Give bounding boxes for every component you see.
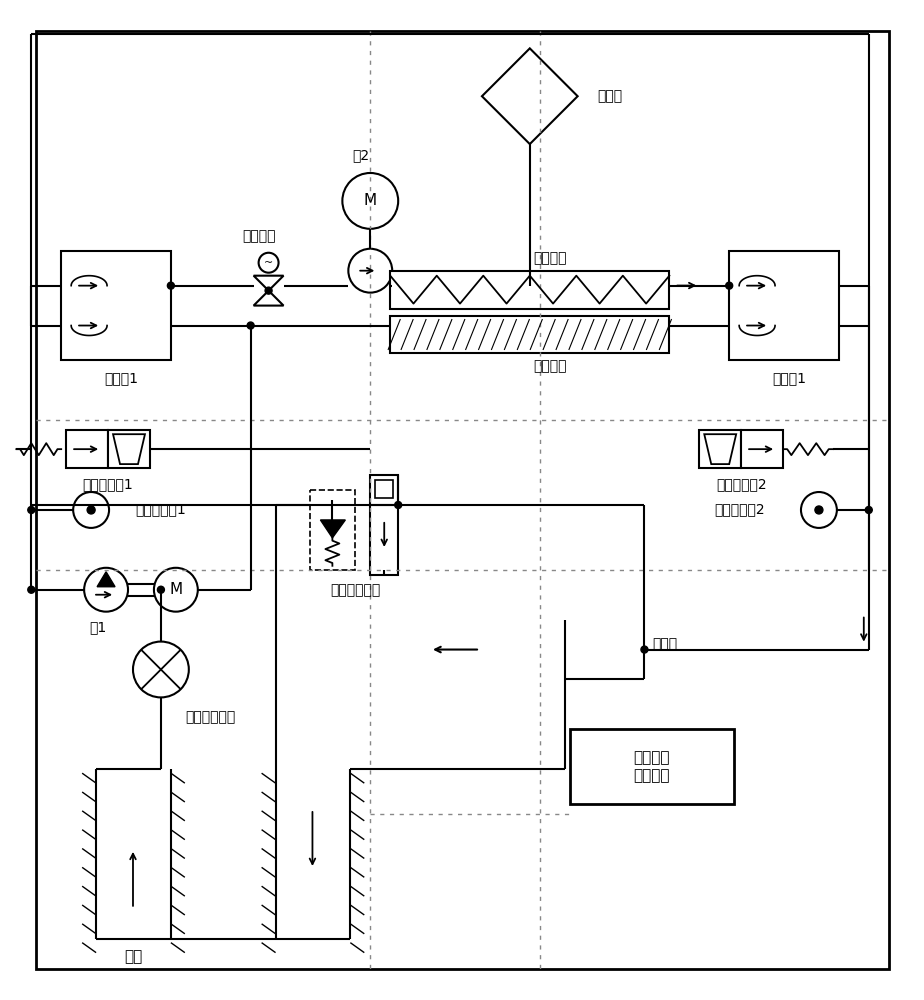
Text: 电磁换向阀2: 电磁换向阀2 xyxy=(716,477,767,491)
Text: 电动闸阀: 电动闸阀 xyxy=(242,229,275,243)
Bar xyxy=(699,430,741,468)
Circle shape xyxy=(133,642,188,697)
Text: 加热器: 加热器 xyxy=(597,89,622,103)
Text: 泵1: 泵1 xyxy=(90,621,107,635)
Text: 保温管道: 保温管道 xyxy=(533,359,566,373)
Text: 安全泄流装置: 安全泄流装置 xyxy=(330,583,381,597)
Bar xyxy=(375,480,394,498)
Circle shape xyxy=(154,568,198,612)
Polygon shape xyxy=(704,434,736,464)
Circle shape xyxy=(801,492,837,528)
Text: 温度传感器1: 温度传感器1 xyxy=(136,502,187,516)
Bar xyxy=(108,430,150,468)
Circle shape xyxy=(84,568,128,612)
Circle shape xyxy=(395,501,402,508)
Circle shape xyxy=(725,282,733,289)
Text: 温度传感器2: 温度传感器2 xyxy=(714,502,764,516)
Polygon shape xyxy=(113,434,145,464)
Bar xyxy=(390,271,669,309)
Bar xyxy=(61,251,171,360)
Text: 电磁换向阀1: 电磁换向阀1 xyxy=(82,477,133,491)
Circle shape xyxy=(167,282,175,289)
Circle shape xyxy=(73,492,109,528)
Bar xyxy=(741,430,783,468)
Text: 泥浆清洁装置: 泥浆清洁装置 xyxy=(186,710,236,724)
Text: 泥浆池: 泥浆池 xyxy=(651,638,677,652)
Bar xyxy=(310,490,356,570)
Circle shape xyxy=(247,322,254,329)
Bar xyxy=(390,316,669,353)
Text: 分流阀1: 分流阀1 xyxy=(104,371,138,385)
Text: 井筒: 井筒 xyxy=(124,949,142,964)
Bar xyxy=(570,729,735,804)
Circle shape xyxy=(28,586,35,593)
Polygon shape xyxy=(482,48,578,144)
Bar xyxy=(371,475,398,575)
Circle shape xyxy=(815,506,823,514)
Text: ~: ~ xyxy=(264,258,274,268)
Bar xyxy=(729,251,839,360)
Circle shape xyxy=(259,253,278,273)
Circle shape xyxy=(348,249,392,293)
Polygon shape xyxy=(253,276,284,291)
Circle shape xyxy=(865,506,872,513)
Circle shape xyxy=(641,646,648,653)
Polygon shape xyxy=(321,520,346,538)
Circle shape xyxy=(265,287,272,294)
Text: 变论域模
糊控制器: 变论域模 糊控制器 xyxy=(634,750,670,783)
Text: M: M xyxy=(364,193,377,208)
Circle shape xyxy=(157,586,164,593)
Polygon shape xyxy=(253,291,284,306)
Polygon shape xyxy=(97,572,116,587)
Text: 集流阀1: 集流阀1 xyxy=(772,371,806,385)
Bar xyxy=(67,430,108,468)
Circle shape xyxy=(28,506,35,513)
Text: 泵2: 泵2 xyxy=(352,148,370,162)
Text: 冷却管道: 冷却管道 xyxy=(533,251,566,265)
Circle shape xyxy=(343,173,398,229)
Text: M: M xyxy=(169,582,182,597)
Circle shape xyxy=(87,506,95,514)
